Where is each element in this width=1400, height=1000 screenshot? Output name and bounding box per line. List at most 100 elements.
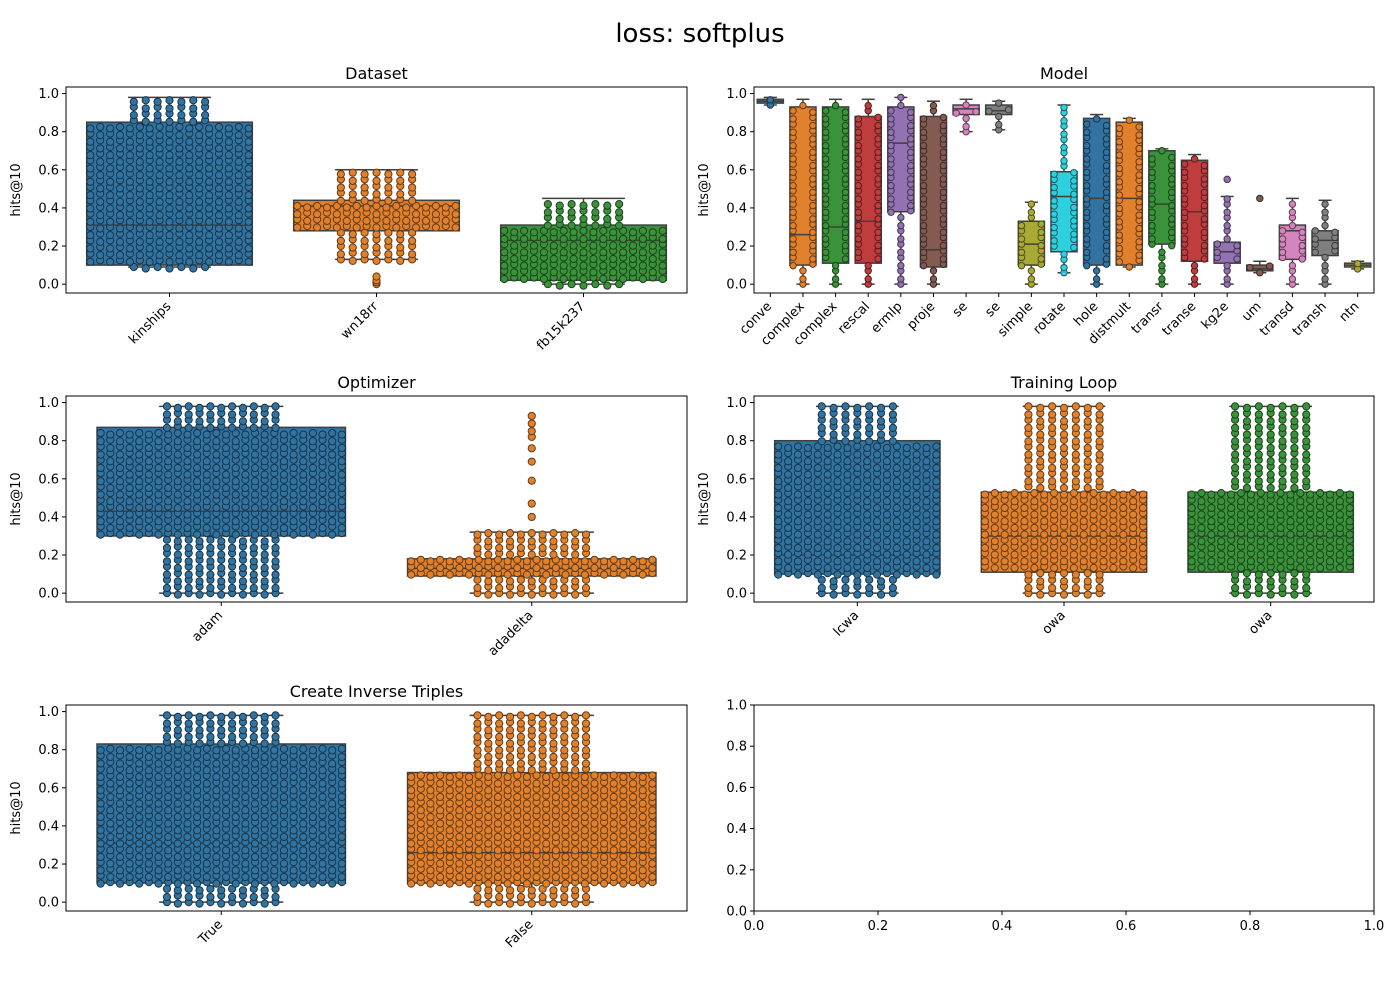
swarm-point — [299, 792, 308, 802]
swarm-point — [279, 846, 289, 855]
swarm-point — [1296, 497, 1305, 506]
swarm-point — [542, 826, 551, 835]
swarm-point — [1050, 223, 1058, 232]
swarm-point — [86, 204, 95, 213]
swarm-point — [1168, 215, 1176, 223]
swarm-point — [919, 248, 928, 256]
swarm-point — [435, 792, 445, 802]
swarm-point — [1217, 563, 1226, 573]
swarm-point — [1059, 517, 1069, 526]
swarm-point — [1278, 235, 1287, 243]
swarm-point — [929, 275, 938, 283]
swarm-point — [833, 517, 842, 526]
swarm-point — [175, 171, 184, 180]
swarm-point — [270, 839, 279, 848]
swarm-point — [1207, 543, 1216, 553]
swarm-point — [86, 217, 95, 226]
swarm-point — [972, 107, 980, 116]
swarm-point — [1306, 490, 1315, 499]
swarm-point — [231, 490, 240, 499]
swarm-point — [1000, 530, 1009, 539]
swarm-point — [1135, 251, 1143, 259]
swarm-point — [853, 570, 862, 579]
swarm-point — [532, 792, 541, 802]
swarm-point — [841, 201, 850, 210]
swarm-point — [912, 463, 921, 473]
swarm-point — [250, 839, 260, 848]
swarm-point — [1345, 490, 1354, 499]
swarm-point — [1168, 201, 1176, 210]
swarm-point — [164, 483, 173, 493]
swarm-point — [164, 766, 173, 775]
swarm-point — [135, 131, 144, 140]
y-tick-label: 0.6 — [726, 472, 747, 487]
swarm-point — [1020, 517, 1029, 526]
swarm-point — [464, 557, 474, 566]
swarm-point — [173, 530, 182, 539]
swarm-point — [1254, 402, 1263, 411]
swarm-point — [175, 131, 184, 140]
swarm-point — [784, 497, 793, 506]
swarm-point — [165, 244, 174, 253]
swarm-point — [1207, 517, 1216, 526]
swarm-point — [1298, 241, 1306, 250]
swarm-point — [1095, 477, 1104, 486]
swarm-point — [1135, 211, 1143, 219]
swarm-point — [853, 403, 862, 413]
swarm-point — [177, 110, 186, 120]
swarm-point — [144, 744, 153, 753]
swarm-point — [1296, 563, 1305, 573]
swarm-point — [484, 529, 493, 538]
swarm-point — [520, 274, 529, 284]
swarm-point — [193, 826, 202, 835]
swarm-point — [803, 563, 813, 573]
swarm-point — [214, 171, 224, 180]
swarm-point — [1290, 470, 1299, 479]
swarm-point — [202, 846, 211, 855]
swarm-point — [1071, 410, 1080, 419]
swarm-point — [1187, 517, 1196, 526]
swarm-point — [249, 719, 258, 728]
swarm-point — [328, 450, 337, 459]
swarm-point — [538, 583, 547, 593]
swarm-point — [271, 583, 280, 593]
swarm-point — [426, 557, 435, 566]
swarm-point — [234, 171, 243, 180]
box-2 — [406, 411, 657, 599]
swarm-point — [1276, 510, 1285, 519]
swarm-point — [1266, 417, 1275, 426]
swarm-point — [241, 832, 250, 842]
swarm-point — [609, 846, 618, 855]
swarm-point — [241, 766, 250, 775]
box-1 — [96, 711, 347, 908]
swarm-point — [1083, 128, 1091, 136]
swarm-point — [853, 430, 862, 439]
swarm-point — [231, 799, 240, 808]
swarm-point — [527, 712, 536, 722]
swarm-point — [495, 575, 504, 584]
swarm-point — [144, 443, 153, 453]
outlier-point — [527, 444, 536, 453]
swarm-point — [589, 268, 598, 277]
swarm-point — [579, 226, 588, 235]
swarm-point — [503, 839, 512, 848]
swarm-point — [1135, 158, 1143, 166]
swarm-point — [241, 470, 250, 479]
swarm-point — [1089, 537, 1098, 546]
swarm-point — [202, 744, 211, 753]
swarm-point — [144, 872, 153, 882]
swarm-point — [249, 892, 258, 902]
y-tick-label: 0.6 — [38, 472, 59, 487]
swarm-point — [135, 157, 144, 166]
swarm-point — [129, 110, 138, 120]
swarm-point — [571, 712, 580, 722]
swarm-point — [1070, 177, 1078, 185]
swarm-point — [1230, 410, 1240, 419]
swarm-point — [86, 231, 95, 240]
swarm-point — [571, 537, 580, 546]
swarm-point — [658, 226, 667, 235]
swarm-point — [789, 128, 797, 136]
swarm-point — [1278, 227, 1287, 235]
swarm-point — [165, 124, 174, 133]
swarm-point — [202, 792, 211, 802]
